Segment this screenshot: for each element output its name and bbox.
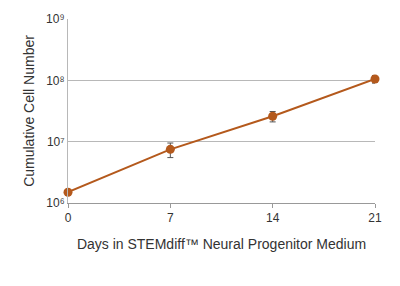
svg-text:14: 14 [266, 211, 280, 225]
svg-text:Cumulative Cell Number: Cumulative Cell Number [21, 35, 37, 187]
svg-text:10⁸: 10⁸ [46, 74, 64, 88]
svg-text:21: 21 [368, 211, 382, 225]
svg-text:Days in STEMdiff™ Neural Proge: Days in STEMdiff™ Neural Progenitor Medi… [77, 236, 366, 252]
svg-text:7: 7 [167, 211, 174, 225]
svg-text:10⁹: 10⁹ [46, 12, 65, 26]
svg-text:10⁶: 10⁶ [46, 196, 64, 210]
svg-text:10⁷: 10⁷ [47, 135, 65, 149]
svg-text:0: 0 [65, 211, 72, 225]
